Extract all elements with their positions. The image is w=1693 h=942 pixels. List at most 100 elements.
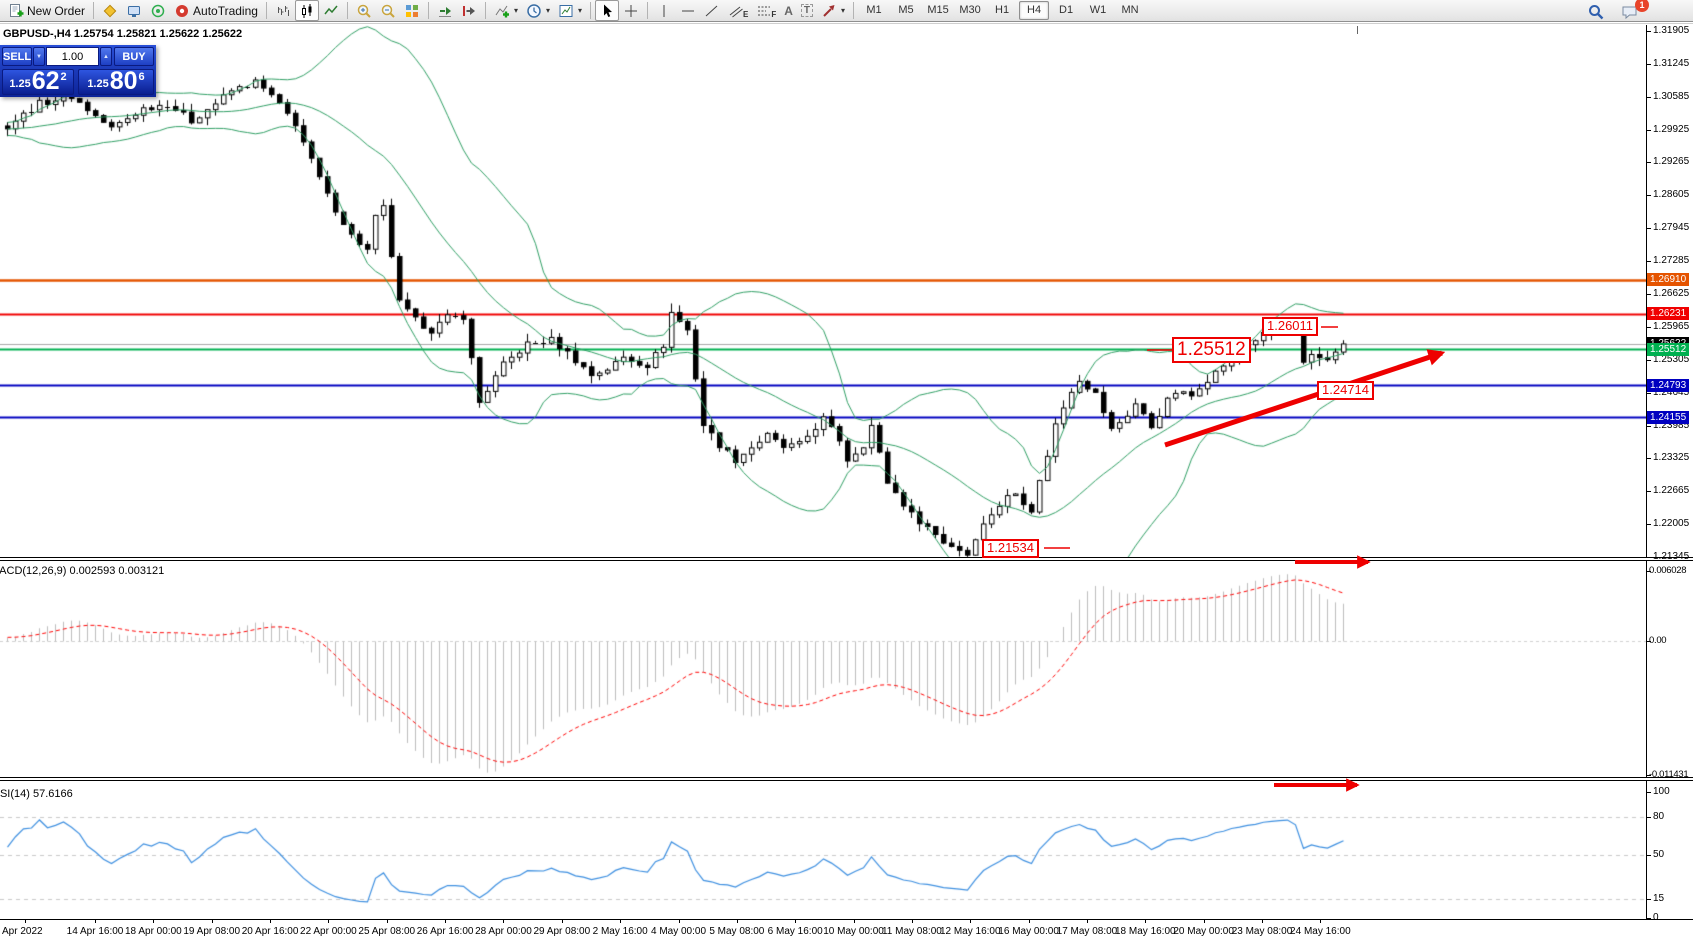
zoom-in-icon <box>357 4 371 18</box>
buy-price-button[interactable]: 1.25 80 6 <box>78 69 154 95</box>
time-axis-label: 6 May 16:00 <box>767 926 823 937</box>
sell-button[interactable]: SELL <box>2 47 32 66</box>
volume-down-button[interactable]: ▼ <box>33 47 45 66</box>
crosshair-tool-button[interactable] <box>619 0 643 21</box>
axis-tick-label: 1.25965 <box>1653 321 1690 332</box>
line-chart-button[interactable] <box>319 0 343 21</box>
price-annotation-box[interactable]: 1.24714 <box>1317 381 1374 400</box>
axis-tick-label: 1.29925 <box>1653 124 1690 135</box>
timeframe-button-M5[interactable]: M5 <box>898 4 914 16</box>
time-axis[interactable]: Apr 2022 14 Apr 16:00 18 Apr 00:00 19 Apr 0… <box>0 920 1693 942</box>
macd-label: MACD(12,26,9) 0.002593 0.003121 <box>0 565 165 577</box>
time-axis-tick <box>854 920 855 923</box>
price-annotation-box[interactable]: 1.21534 <box>982 539 1039 558</box>
sell-price-button[interactable]: 1.25 62 2 <box>2 69 74 95</box>
time-axis-tick <box>912 920 913 923</box>
timeframe-button-W1[interactable]: W1 <box>1089 4 1107 16</box>
timeframe-button-MN[interactable]: MN <box>1121 4 1139 16</box>
time-axis-label: 18 May 16:00 <box>1114 926 1176 937</box>
rsi-indicator-canvas[interactable] <box>0 781 1646 919</box>
candlestick-chart-button[interactable] <box>294 0 319 21</box>
autotrading-icon <box>176 4 189 17</box>
horizontal-line-tool-button[interactable] <box>676 0 700 21</box>
sell-price-big: 62 <box>31 67 60 95</box>
price-axis[interactable]: 1.31905 1.31245 1.30585 1.29925 1.29265 1.286… <box>1647 25 1693 562</box>
notification-badge: 1 <box>1635 0 1649 12</box>
metaeditor-button[interactable] <box>98 0 122 21</box>
axis-tick-label: 1.21345 <box>1653 551 1690 562</box>
time-axis-label: 18 Apr 00:00 <box>124 926 182 937</box>
sell-price-small: 1.25 <box>9 78 31 90</box>
chart-shift-marker[interactable] <box>1357 26 1358 34</box>
terminal-button[interactable] <box>122 0 146 21</box>
timeframe-group: M1 M5 M15 M30 H1 H4 D1 W1 MN <box>858 1 1146 20</box>
search-icon <box>1589 4 1604 19</box>
indicators-button[interactable]: ▾ <box>490 0 522 21</box>
axis-tick-label: 80 <box>1653 811 1665 822</box>
new-order-button[interactable]: New Order <box>4 0 89 21</box>
new-order-icon <box>10 3 24 17</box>
volume-input[interactable] <box>46 47 99 66</box>
vertical-line-tool-button[interactable] <box>652 0 676 21</box>
chart-shift-button[interactable] <box>457 0 481 21</box>
axis-tick <box>1647 228 1651 229</box>
main-chart-canvas[interactable] <box>0 25 1646 558</box>
timeframe-button-M30[interactable]: M30 <box>959 4 981 16</box>
rsi-panel-separator[interactable] <box>0 777 1693 781</box>
time-axis-tick <box>1262 920 1263 923</box>
macd-axis[interactable]: 0.006028 0.00 -0.011431 <box>1647 561 1693 780</box>
cursor-tool-button[interactable] <box>595 0 619 21</box>
axis-tick <box>1647 97 1651 98</box>
indicators-icon <box>495 5 509 17</box>
timeframe-button-H4[interactable]: H4 <box>1019 1 1050 20</box>
dropdown-arrow-icon: ▾ <box>545 6 550 15</box>
tile-windows-button[interactable] <box>400 0 424 21</box>
zoom-in-button[interactable] <box>352 0 376 21</box>
volume-up-button[interactable]: ▲ <box>100 47 112 66</box>
channel-tool-button[interactable]: E <box>724 0 752 21</box>
axis-tick-label: 1.25305 <box>1653 354 1690 365</box>
timeframe-button-M1[interactable]: M1 <box>866 4 882 16</box>
auto-scroll-button[interactable] <box>433 0 457 21</box>
autotrading-button[interactable]: AutoTrading <box>170 0 262 21</box>
axis-tick-label: 1.28605 <box>1653 189 1690 200</box>
macd-panel-separator[interactable] <box>0 557 1693 561</box>
axis-tick <box>1647 918 1651 919</box>
signal-icon <box>151 4 165 17</box>
time-axis-label: Apr 2022 <box>2 926 43 937</box>
timeframe-button-M15[interactable]: M15 <box>927 4 949 16</box>
chart-title: GBPUSD-,H4 1.25754 1.25821 1.25622 1.256… <box>3 28 243 40</box>
search-button[interactable] <box>1583 1 1609 22</box>
axis-tick <box>1647 817 1651 818</box>
templates-button[interactable]: ▾ <box>554 0 586 21</box>
text-tool-button[interactable]: A <box>780 0 797 21</box>
macd-indicator-canvas[interactable] <box>0 561 1646 777</box>
axis-tick <box>1647 524 1651 525</box>
zoom-out-button[interactable] <box>376 0 400 21</box>
bar-chart-button[interactable] <box>271 0 295 21</box>
periods-button[interactable]: ▾ <box>522 0 554 21</box>
arrows-tool-button[interactable]: ▾ <box>817 0 849 21</box>
time-axis-label: 17 May 08:00 <box>1056 926 1118 937</box>
rsi-axis[interactable]: 100 80 50 15 0 <box>1647 781 1693 923</box>
axis-tick <box>1647 641 1651 642</box>
toolbar-right-group: 1 <box>1583 0 1649 22</box>
fibonacci-tool-button[interactable]: F <box>752 0 780 21</box>
price-annotation-box[interactable]: 1.25512 <box>1172 337 1251 363</box>
timeframe-button-H1[interactable]: H1 <box>995 4 1010 16</box>
sell-price-sup: 2 <box>60 71 67 83</box>
text-label-tool-button[interactable]: T <box>797 0 817 21</box>
price-annotation-box[interactable]: 1.26011 <box>1262 317 1319 336</box>
time-axis-tick <box>25 920 26 923</box>
channel-letter: E <box>743 9 749 19</box>
trendline-tool-button[interactable] <box>700 0 724 21</box>
time-axis-tick <box>503 920 504 923</box>
dropdown-arrow-icon: ▾ <box>513 6 518 15</box>
timeframe-button-D1[interactable]: D1 <box>1059 4 1074 16</box>
strategy-tester-button[interactable] <box>146 0 170 21</box>
buy-button[interactable]: BUY <box>114 47 154 66</box>
axis-tick-label: 1.31245 <box>1653 58 1690 69</box>
axis-tick-label: 0.00 <box>1649 635 1667 646</box>
candlestick-chart-icon <box>301 3 312 18</box>
notifications-button[interactable]: 1 <box>1617 0 1649 22</box>
